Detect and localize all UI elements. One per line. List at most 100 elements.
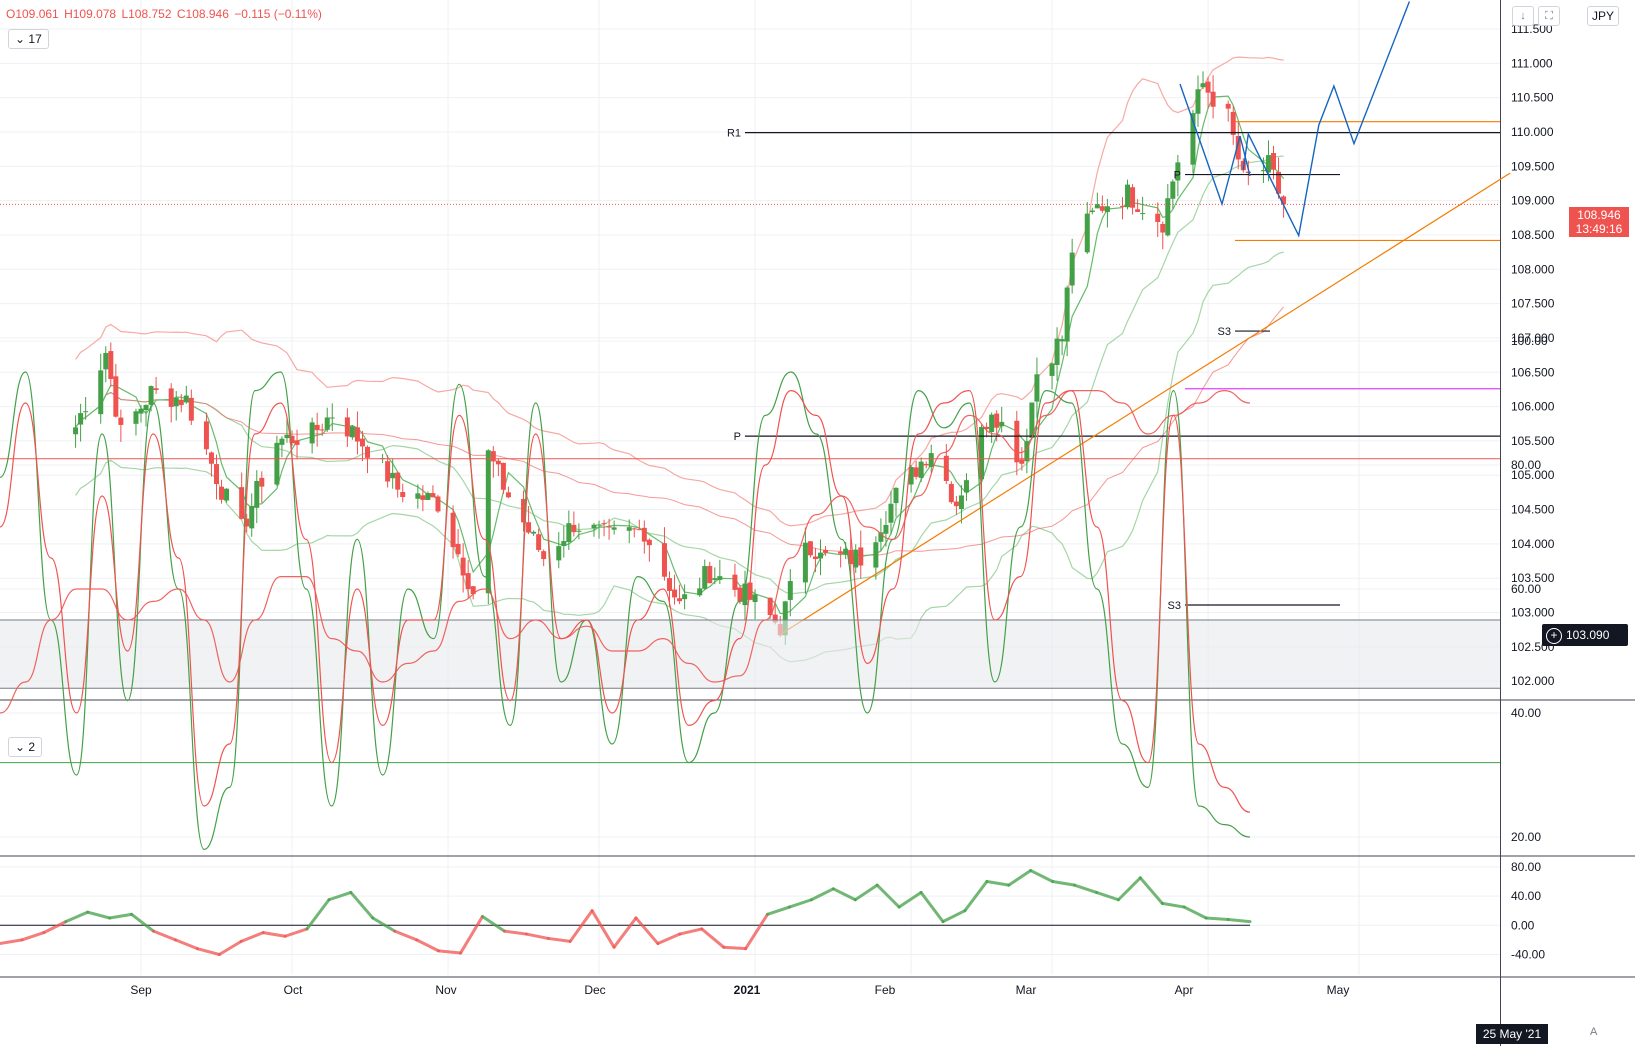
candle-body xyxy=(752,594,758,603)
candle-body xyxy=(208,452,214,464)
candle-body xyxy=(1089,210,1095,213)
candle-body xyxy=(767,597,773,615)
momentum-segment xyxy=(1116,876,1142,902)
candle-body xyxy=(782,601,788,636)
candle-body xyxy=(390,472,396,479)
momentum-segment xyxy=(261,931,287,938)
plus-icon[interactable]: + xyxy=(1546,627,1562,644)
candle-body xyxy=(1029,402,1035,438)
candle-body xyxy=(289,435,295,444)
candle-body xyxy=(173,397,179,407)
candle-body xyxy=(1195,89,1201,114)
upper-band-line xyxy=(75,56,1284,527)
candle-body xyxy=(807,541,813,556)
candle-body xyxy=(1245,171,1251,174)
candle-body xyxy=(1271,153,1276,170)
candle-body xyxy=(928,453,934,467)
candle-body xyxy=(641,527,647,542)
candle-body xyxy=(1130,187,1136,208)
projection-path xyxy=(1179,83,1251,207)
momentum-segment xyxy=(1029,869,1055,883)
price-tick-label: 107.500 xyxy=(1511,297,1555,311)
candle-body xyxy=(702,566,708,589)
candle-body xyxy=(878,532,884,542)
candle-body xyxy=(435,496,441,512)
candle-body xyxy=(913,467,919,477)
candle-body xyxy=(1205,81,1211,93)
momentum-segment xyxy=(393,929,419,942)
candle-body xyxy=(626,527,632,531)
candle-body xyxy=(203,421,209,450)
momentum-segment xyxy=(480,915,506,933)
candle-body xyxy=(979,427,985,480)
last-price-value: 108.946 xyxy=(1577,208,1621,222)
candle-body xyxy=(661,543,667,577)
candle-body xyxy=(400,492,406,498)
momentum-segment xyxy=(152,929,177,942)
candle-body xyxy=(853,549,859,568)
candle-body xyxy=(1170,181,1176,199)
candle-body xyxy=(455,543,461,555)
candle-body xyxy=(153,388,159,391)
momentum-segment xyxy=(941,909,967,924)
momentum-segment xyxy=(700,927,726,949)
fullscreen-icon[interactable]: ⛶ xyxy=(1538,6,1560,26)
candle-body xyxy=(576,530,582,532)
auto-scale-button[interactable]: A xyxy=(1590,1026,1598,1038)
arrow-down-icon[interactable]: ↓ xyxy=(1512,6,1534,26)
momentum-segment xyxy=(963,880,989,913)
oscillator-pane-toggle[interactable]: ⌄ 2 xyxy=(8,737,43,757)
candle-body xyxy=(989,414,995,433)
candle-body xyxy=(178,399,184,406)
momentum-segment xyxy=(1051,880,1077,887)
momentum-segment xyxy=(108,912,134,920)
candle-body xyxy=(148,386,154,405)
last-price-badge: 108.946 13:49:16 xyxy=(1569,207,1629,237)
stoch-tick-label: 100.00 xyxy=(1511,334,1548,348)
candle-body xyxy=(943,455,949,481)
candle-body xyxy=(1175,162,1181,181)
cursor-price-badge[interactable]: +103.090 xyxy=(1542,624,1628,646)
candle-body xyxy=(1099,206,1105,211)
price-tick-label: 103.000 xyxy=(1511,606,1555,620)
candle-body xyxy=(505,492,511,498)
candle-body xyxy=(611,527,617,530)
candle-body xyxy=(1049,363,1055,376)
momentum-segment xyxy=(327,890,353,902)
candle-body xyxy=(812,556,818,560)
price-tick-label: 105.000 xyxy=(1511,468,1555,482)
change-value: −0.115 (−0.11%) xyxy=(234,7,322,21)
main-pane-toggle[interactable]: ⌄ 17 xyxy=(8,29,49,49)
cursor-price-value: 103.090 xyxy=(1566,628,1610,642)
countdown-value: 13:49:16 xyxy=(1575,222,1623,236)
candle-body xyxy=(873,542,879,568)
momentum-segment xyxy=(787,898,813,909)
candle-body xyxy=(425,493,431,500)
currency-label[interactable]: JPY xyxy=(1587,6,1620,26)
candle-body xyxy=(329,417,335,419)
candle-body xyxy=(918,461,924,478)
momentum-segment xyxy=(217,939,243,956)
momentum-segment xyxy=(42,920,68,935)
trendline xyxy=(779,172,1511,636)
candle-body xyxy=(566,523,572,543)
price-tick-label: 109.000 xyxy=(1511,194,1555,208)
candle-body xyxy=(309,422,315,444)
low-value: L108.752 xyxy=(121,7,172,21)
momentum-segment xyxy=(1073,883,1098,894)
level-label: P xyxy=(734,431,741,443)
lower-band-line xyxy=(75,251,1284,663)
candle-body xyxy=(858,547,864,566)
candle-body xyxy=(73,427,79,435)
momentum-segment xyxy=(283,927,309,938)
candle-body xyxy=(526,522,532,533)
candle-body xyxy=(83,411,89,413)
candle-body xyxy=(1281,196,1287,205)
momentum-segment xyxy=(0,938,24,946)
momentum-segment xyxy=(459,915,484,955)
candle-body xyxy=(354,427,360,442)
momentum-segment xyxy=(86,910,112,920)
candle-body xyxy=(677,598,683,602)
candle-body xyxy=(697,588,703,596)
